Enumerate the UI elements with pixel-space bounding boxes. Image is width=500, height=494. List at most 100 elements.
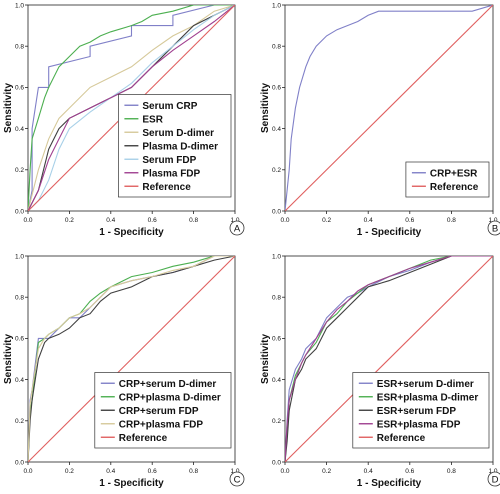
x-tick-label: 0.0 — [23, 468, 32, 475]
y-tick-label: 0.0 — [15, 459, 24, 466]
legend-label: Serum D-dimer — [142, 128, 214, 139]
x-tick-label: 0.8 — [447, 217, 456, 224]
roc-curve-reference — [285, 256, 493, 462]
y-tick-label: 0.8 — [272, 295, 281, 302]
roc-panel-a: 0.0 0.2 0.4 0.6 0.8 1.0 0.0 0.2 0.4 0.6 0.8 1.0 1 - … — [3, 2, 245, 238]
x-tick-label: 0.6 — [148, 468, 157, 475]
y-tick-label: 0.0 — [272, 208, 281, 215]
legend-label: Reference — [119, 433, 168, 444]
y-tick-label: 0.4 — [272, 126, 281, 133]
legend-label: Plasma FDP — [142, 168, 200, 179]
panel-letter: C — [234, 475, 241, 486]
x-tick-label: 0.6 — [405, 468, 414, 475]
legend-label: CRP+serum FDP — [119, 406, 199, 417]
y-axis-label: Sensitivity — [260, 334, 271, 384]
legend-label: ESR+plasma FDP — [377, 419, 461, 430]
x-tick-label: 0.8 — [447, 468, 456, 475]
y-tick-label: 1.0 — [272, 2, 281, 9]
legend-label: CRP+plasma FDP — [119, 419, 204, 430]
y-tick-label: 1.0 — [15, 2, 24, 9]
roc-curve-esr — [28, 5, 235, 211]
x-tick-label: 0.4 — [106, 217, 115, 224]
y-tick-label: 0.6 — [272, 336, 281, 343]
legend-label: Serum CRP — [142, 101, 197, 112]
x-tick-label: 1.0 — [488, 217, 497, 224]
roc-curve-reference — [28, 256, 235, 462]
y-tick-label: 0.2 — [15, 167, 24, 174]
y-tick-label: 1.0 — [272, 253, 281, 260]
y-tick-label: 0.4 — [272, 377, 281, 384]
x-tick-label: 0.2 — [65, 217, 74, 224]
y-axis-label: Sensitivity — [3, 334, 14, 384]
panel-letter-badge — [487, 220, 500, 236]
x-tick-label: 0.4 — [364, 468, 373, 475]
legend-box — [94, 372, 232, 449]
x-tick-label: 0.0 — [280, 217, 289, 224]
legend-label: ESR+serum FDP — [377, 406, 457, 417]
legend-label: ESR+serum D-dimer — [377, 379, 474, 390]
y-tick-label: 0.8 — [15, 295, 24, 302]
x-tick-label: 0.4 — [106, 468, 115, 475]
legend-label: CRP+plasma D-dimer — [119, 392, 221, 403]
y-tick-label: 0.0 — [15, 208, 24, 215]
legend: CRP+ESR Reference — [405, 161, 490, 198]
legend-label: Reference — [430, 182, 479, 193]
roc-curve-esr-plasma-fdp — [285, 256, 493, 462]
y-tick-label: 0.2 — [272, 418, 281, 425]
legend-label: ESR — [142, 114, 163, 125]
x-axis-label: 1 - Specificity — [99, 478, 164, 489]
roc-curve-crp-plasma-fdp — [28, 256, 235, 462]
y-tick-label: 0.6 — [15, 336, 24, 343]
x-tick-label: 0.4 — [364, 217, 373, 224]
roc-curve-esr-plasma-d-dimer — [285, 256, 493, 462]
legend-box — [405, 161, 490, 198]
y-tick-label: 0.2 — [272, 167, 281, 174]
legend: CRP+serum D-dimer CRP+plasma D-dimer CRP+s… — [94, 372, 232, 449]
x-tick-label: 1.0 — [230, 468, 239, 475]
x-tick-label: 0.0 — [23, 217, 32, 224]
x-axis-label: 1 - Specificity — [357, 227, 422, 238]
y-tick-label: 0.8 — [15, 44, 24, 51]
roc-curve-crp-serum-fdp — [28, 256, 235, 462]
x-tick-label: 1.0 — [230, 217, 239, 224]
x-axis-label: 1 - Specificity — [357, 478, 422, 489]
legend: Serum CRP ESR Serum D-dimer Plasma D-dimer S… — [118, 94, 232, 198]
panel-letter-badge — [229, 471, 245, 487]
x-tick-label: 0.6 — [405, 217, 414, 224]
x-tick-label: 1.0 — [488, 468, 497, 475]
panel-letter: D — [492, 475, 499, 486]
x-tick-label: 0.8 — [189, 468, 198, 475]
y-tick-label: 0.6 — [272, 85, 281, 92]
x-tick-label: 0.8 — [189, 217, 198, 224]
y-tick-label: 1.0 — [15, 253, 24, 260]
roc-curve-serum-crp — [28, 5, 235, 211]
roc-curve-plasma-fdp — [28, 5, 235, 211]
roc-panel-b: 0.0 0.2 0.4 0.6 0.8 1.0 0.0 0.2 0.4 0.6 0.8 1.0 1 - … — [260, 2, 500, 238]
x-tick-label: 0.6 — [148, 217, 157, 224]
x-tick-label: 0.2 — [322, 468, 331, 475]
y-axis-label: Sensitivity — [260, 83, 271, 133]
y-tick-label: 0.0 — [272, 459, 281, 466]
panel-letter: A — [234, 224, 241, 235]
roc-panel-d: 0.0 0.2 0.4 0.6 0.8 1.0 0.0 0.2 0.4 0.6 0.8 1.0 1 - … — [260, 253, 500, 489]
y-axis-label: Sensitivity — [3, 83, 14, 133]
panel-letter-badge — [487, 471, 500, 487]
y-tick-label: 0.2 — [15, 418, 24, 425]
legend-label: CRP+ESR — [430, 168, 478, 179]
legend-label: Reference — [377, 433, 426, 444]
legend: ESR+serum D-dimer ESR+plasma D-dimer ESR+s… — [352, 372, 490, 449]
x-tick-label: 0.2 — [322, 217, 331, 224]
legend-label: Serum FDP — [142, 155, 196, 166]
roc-curve-reference — [285, 5, 493, 211]
y-tick-label: 0.4 — [15, 126, 24, 133]
panel-letter: B — [492, 224, 498, 235]
legend-label: Plasma D-dimer — [142, 141, 218, 152]
panel-letter-badge — [229, 220, 245, 236]
y-tick-label: 0.8 — [272, 44, 281, 51]
legend-label: ESR+plasma D-dimer — [377, 392, 479, 403]
x-tick-label: 0.0 — [280, 468, 289, 475]
y-tick-label: 0.4 — [15, 377, 24, 384]
roc-curve-crp-esr — [285, 5, 493, 211]
y-tick-label: 0.6 — [15, 85, 24, 92]
